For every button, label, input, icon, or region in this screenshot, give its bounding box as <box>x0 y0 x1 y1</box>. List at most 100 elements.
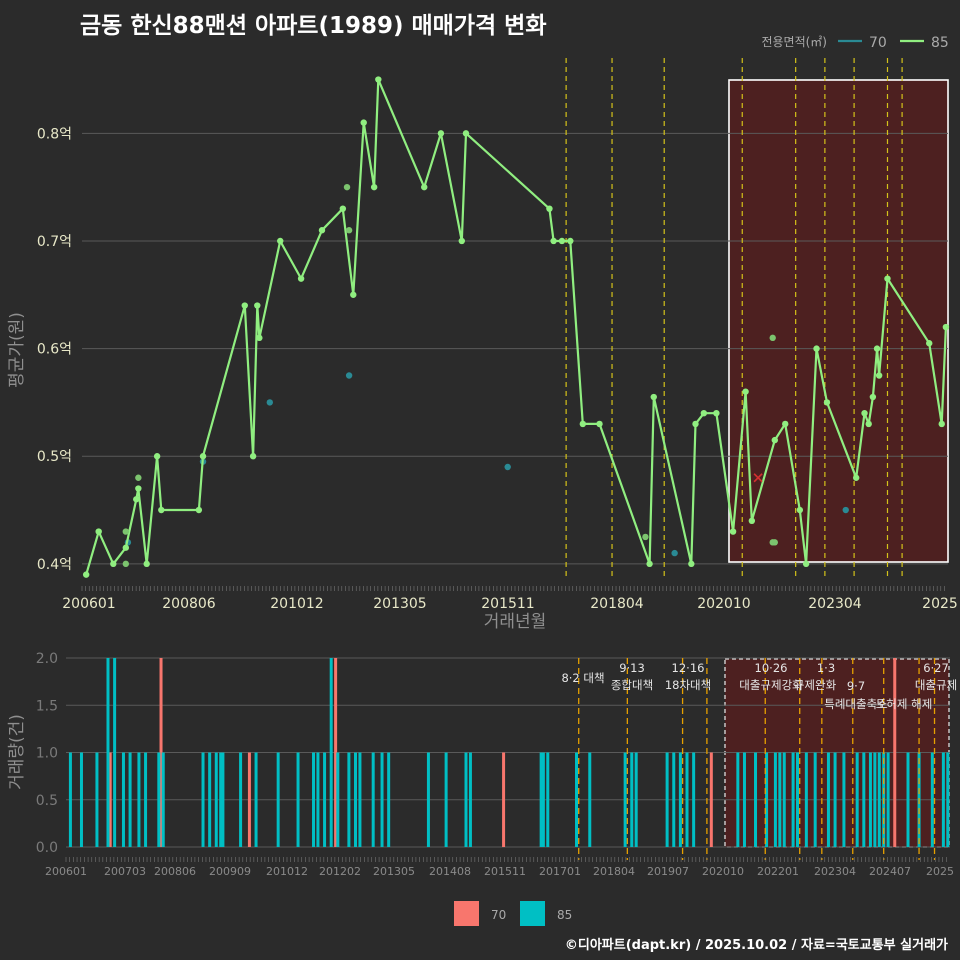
bar-85 <box>106 658 110 847</box>
bar-70 <box>709 752 713 847</box>
bar-85 <box>813 752 817 847</box>
point-85 <box>748 517 756 525</box>
point-85 <box>375 76 382 83</box>
point-70 <box>266 399 274 406</box>
y-tick-label: 0.4억 <box>37 557 72 573</box>
bar-85 <box>95 752 99 847</box>
bar-85 <box>113 658 117 847</box>
marker-x <box>753 473 763 483</box>
point-85 <box>199 453 207 460</box>
bar-85 <box>754 752 758 847</box>
x-tick-label: 201012 <box>270 596 323 612</box>
point-85 <box>813 345 820 352</box>
bar-70 <box>893 658 897 847</box>
point-85 <box>370 183 378 191</box>
point-85 <box>95 528 102 535</box>
point-85 <box>143 560 150 568</box>
bar-85 <box>239 752 243 847</box>
point-85 <box>133 496 140 503</box>
bar-85 <box>219 752 223 847</box>
point-85 <box>339 205 347 212</box>
x-tick-label: 201804 <box>593 865 635 878</box>
bar-85 <box>623 752 627 847</box>
point-85 <box>241 302 248 309</box>
annotation-date: 8·2 대책 <box>561 671 604 685</box>
point-85 <box>110 560 117 568</box>
point-85 <box>437 130 445 137</box>
x-tick-label: 201305 <box>373 865 415 878</box>
point-85 <box>462 130 470 137</box>
point-85 <box>926 340 933 347</box>
line-85 <box>85 78 947 575</box>
x-tick-label: 202407 <box>869 865 911 878</box>
x-tick-label: 202201 <box>757 865 799 878</box>
point-85 <box>642 533 649 541</box>
bar-70 <box>502 752 506 847</box>
bar-85 <box>634 752 638 847</box>
bar-85 <box>214 752 218 847</box>
bar-85 <box>833 752 837 847</box>
bar-85 <box>380 752 384 847</box>
y-axis-title: 평균가(원) <box>7 312 27 388</box>
bar-70 <box>108 752 112 847</box>
point-85 <box>596 420 603 428</box>
y-tick-label: 0.6억 <box>37 342 72 358</box>
annotation-label: 토허제 해제 <box>876 697 933 711</box>
point-85 <box>823 399 831 406</box>
point-85 <box>135 485 142 492</box>
bar-85 <box>692 752 696 847</box>
x-tick-label: 201701 <box>539 865 581 878</box>
bar-85 <box>930 752 934 847</box>
point-85 <box>558 237 566 245</box>
annotation-label: 규제완화 <box>794 678 837 692</box>
point-70 <box>671 549 678 557</box>
bar-85 <box>221 752 225 847</box>
bar-85 <box>312 752 316 847</box>
y-tick-label: 0.5 <box>36 793 58 809</box>
bar-85 <box>157 752 161 847</box>
credit-line: ©디아파트(dapt.kr) / 2025.10.02 / 자료=국토교통부 실… <box>564 938 948 953</box>
x-tick-label: 200601 <box>45 865 87 878</box>
bar-70 <box>159 658 163 847</box>
bar-85 <box>862 752 866 847</box>
bar-85 <box>630 752 634 847</box>
bar-85 <box>546 752 550 847</box>
bar-85 <box>371 752 375 847</box>
bar-85 <box>201 752 205 847</box>
point-85 <box>567 237 574 245</box>
annotation-label: 대출규제강화 <box>739 678 803 692</box>
bar-85 <box>468 752 472 847</box>
point-85 <box>771 539 778 546</box>
point-85 <box>873 345 881 352</box>
point-85 <box>769 334 776 342</box>
bar-85 <box>906 752 910 847</box>
highlight-box <box>728 79 949 563</box>
x-tick-label: 200806 <box>154 865 196 878</box>
x-tick-label: 200909 <box>209 865 251 878</box>
x-tick-label: 2025 <box>926 865 954 878</box>
bar-70 <box>247 752 251 847</box>
x-tick-label: 202010 <box>702 865 744 878</box>
x-axis-title: 거래년월 <box>484 612 547 632</box>
bar-85 <box>946 752 950 847</box>
y-tick-label: 1.5 <box>36 698 58 714</box>
bar-85 <box>358 752 362 847</box>
point-85 <box>802 560 810 568</box>
bar-85 <box>426 752 430 847</box>
point-85 <box>688 560 695 568</box>
bar-85 <box>575 752 579 847</box>
point-85 <box>865 420 872 428</box>
bar-85 <box>329 658 333 847</box>
bar-85 <box>347 752 351 847</box>
bar-85 <box>588 752 592 847</box>
x-tick-label: 200806 <box>162 596 216 612</box>
bar-85 <box>886 752 890 847</box>
point-85 <box>158 506 165 514</box>
y-tick-label: 0.7억 <box>37 234 72 250</box>
annotation-date: 9·7 <box>847 679 865 693</box>
bar-85 <box>877 752 881 847</box>
point-85 <box>852 474 860 481</box>
x-tick-label: 202010 <box>697 596 750 612</box>
point-85 <box>742 388 749 395</box>
bar-85 <box>782 752 786 847</box>
